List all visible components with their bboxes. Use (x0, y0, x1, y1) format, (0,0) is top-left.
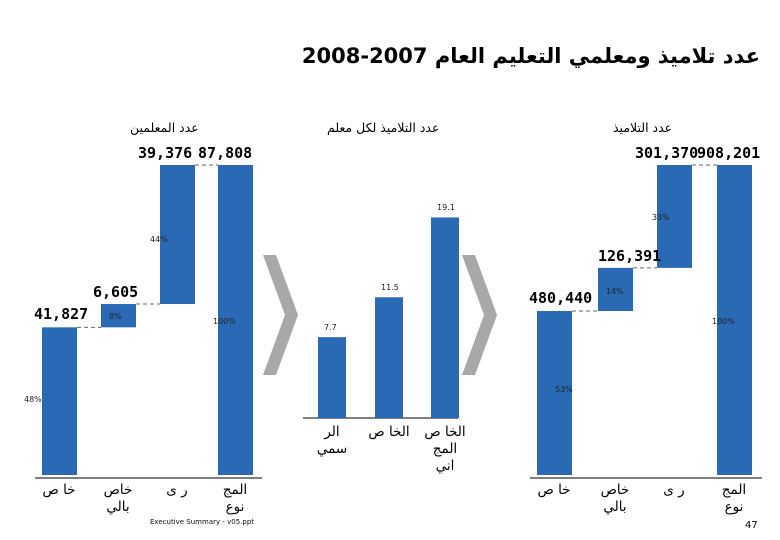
students-percent-label-3: 100% (712, 317, 735, 326)
students-value-label-3: 908,201 (697, 144, 761, 162)
students-percent-label-1: 14% (606, 287, 624, 296)
students-value-label-1: 126,391 (598, 246, 662, 265)
ratio-bar-2 (431, 217, 459, 418)
students-category-label-0: خا ص (537, 482, 571, 498)
panel-title-ratio: عدد التلاميذ لكل معلم (327, 120, 440, 135)
students-percent-label-0: 53% (555, 385, 573, 394)
teachers-value-label-3: 87,808 (198, 144, 253, 162)
students-category-label-1: خاص بالي (600, 482, 630, 515)
teachers-bar-0 (42, 327, 77, 475)
chevron-arrow-left (263, 255, 298, 375)
page-number: 47 (745, 520, 758, 531)
teachers-percent-label-1: 8% (109, 312, 122, 321)
teachers-category-label-3: المج نوع (222, 482, 248, 515)
ratio-category-label-1: الخا ص (368, 424, 410, 440)
panel-title-students: عدد التلاميذ (613, 120, 673, 135)
teachers-value-label-1: 6,605 (93, 283, 139, 301)
teachers-value-label-0: 41,827 (34, 305, 89, 324)
ratio-value-label-2: 19.1 (437, 203, 455, 213)
teachers-bar-3 (218, 165, 253, 475)
teachers-bar-2 (160, 165, 195, 305)
students-category-label-3: المج نوع (721, 482, 747, 515)
footer-filename: Executive Summary - v05.ppt (150, 518, 255, 526)
ratio-value-label-1: 11.5 (381, 283, 399, 293)
ratio-category-label-2: الخا ص المج اني (424, 424, 466, 474)
teachers-percent-label-3: 100% (213, 317, 236, 326)
teachers-bar-1 (101, 304, 136, 328)
page-title: عدد تلاميذ ومعلمي التعليم العام 2007-200… (301, 44, 760, 68)
teachers-category-label-2: ر ی (166, 482, 188, 498)
students-bar-2 (657, 165, 692, 268)
students-bar-3 (717, 165, 752, 475)
teachers-category-label-0: خا ص (42, 482, 76, 498)
students-value-label-0: 480,440 (529, 289, 593, 307)
teachers-value-label-2: 39,376 (138, 144, 193, 162)
students-percent-label-2: 33% (652, 213, 670, 222)
students-bar-1 (598, 267, 633, 312)
teachers-category-label-1: خاص بالي (103, 482, 133, 515)
teachers-percent-label-0: 48% (24, 395, 42, 404)
ratio-value-label-0: 7.7 (324, 323, 337, 333)
students-bar-0 (537, 311, 572, 475)
students-value-label-2: 301,370 (635, 144, 699, 162)
ratio-category-label-0: الر سمي (316, 424, 348, 457)
students-category-label-2: ر ی (663, 482, 685, 498)
ratio-bar-1 (375, 297, 403, 418)
ratio-bar-0 (318, 337, 346, 418)
teachers-percent-label-2: 44% (150, 235, 168, 244)
panel-title-teachers: عدد المعلمين (130, 120, 199, 135)
chevron-arrow-right (462, 255, 497, 375)
